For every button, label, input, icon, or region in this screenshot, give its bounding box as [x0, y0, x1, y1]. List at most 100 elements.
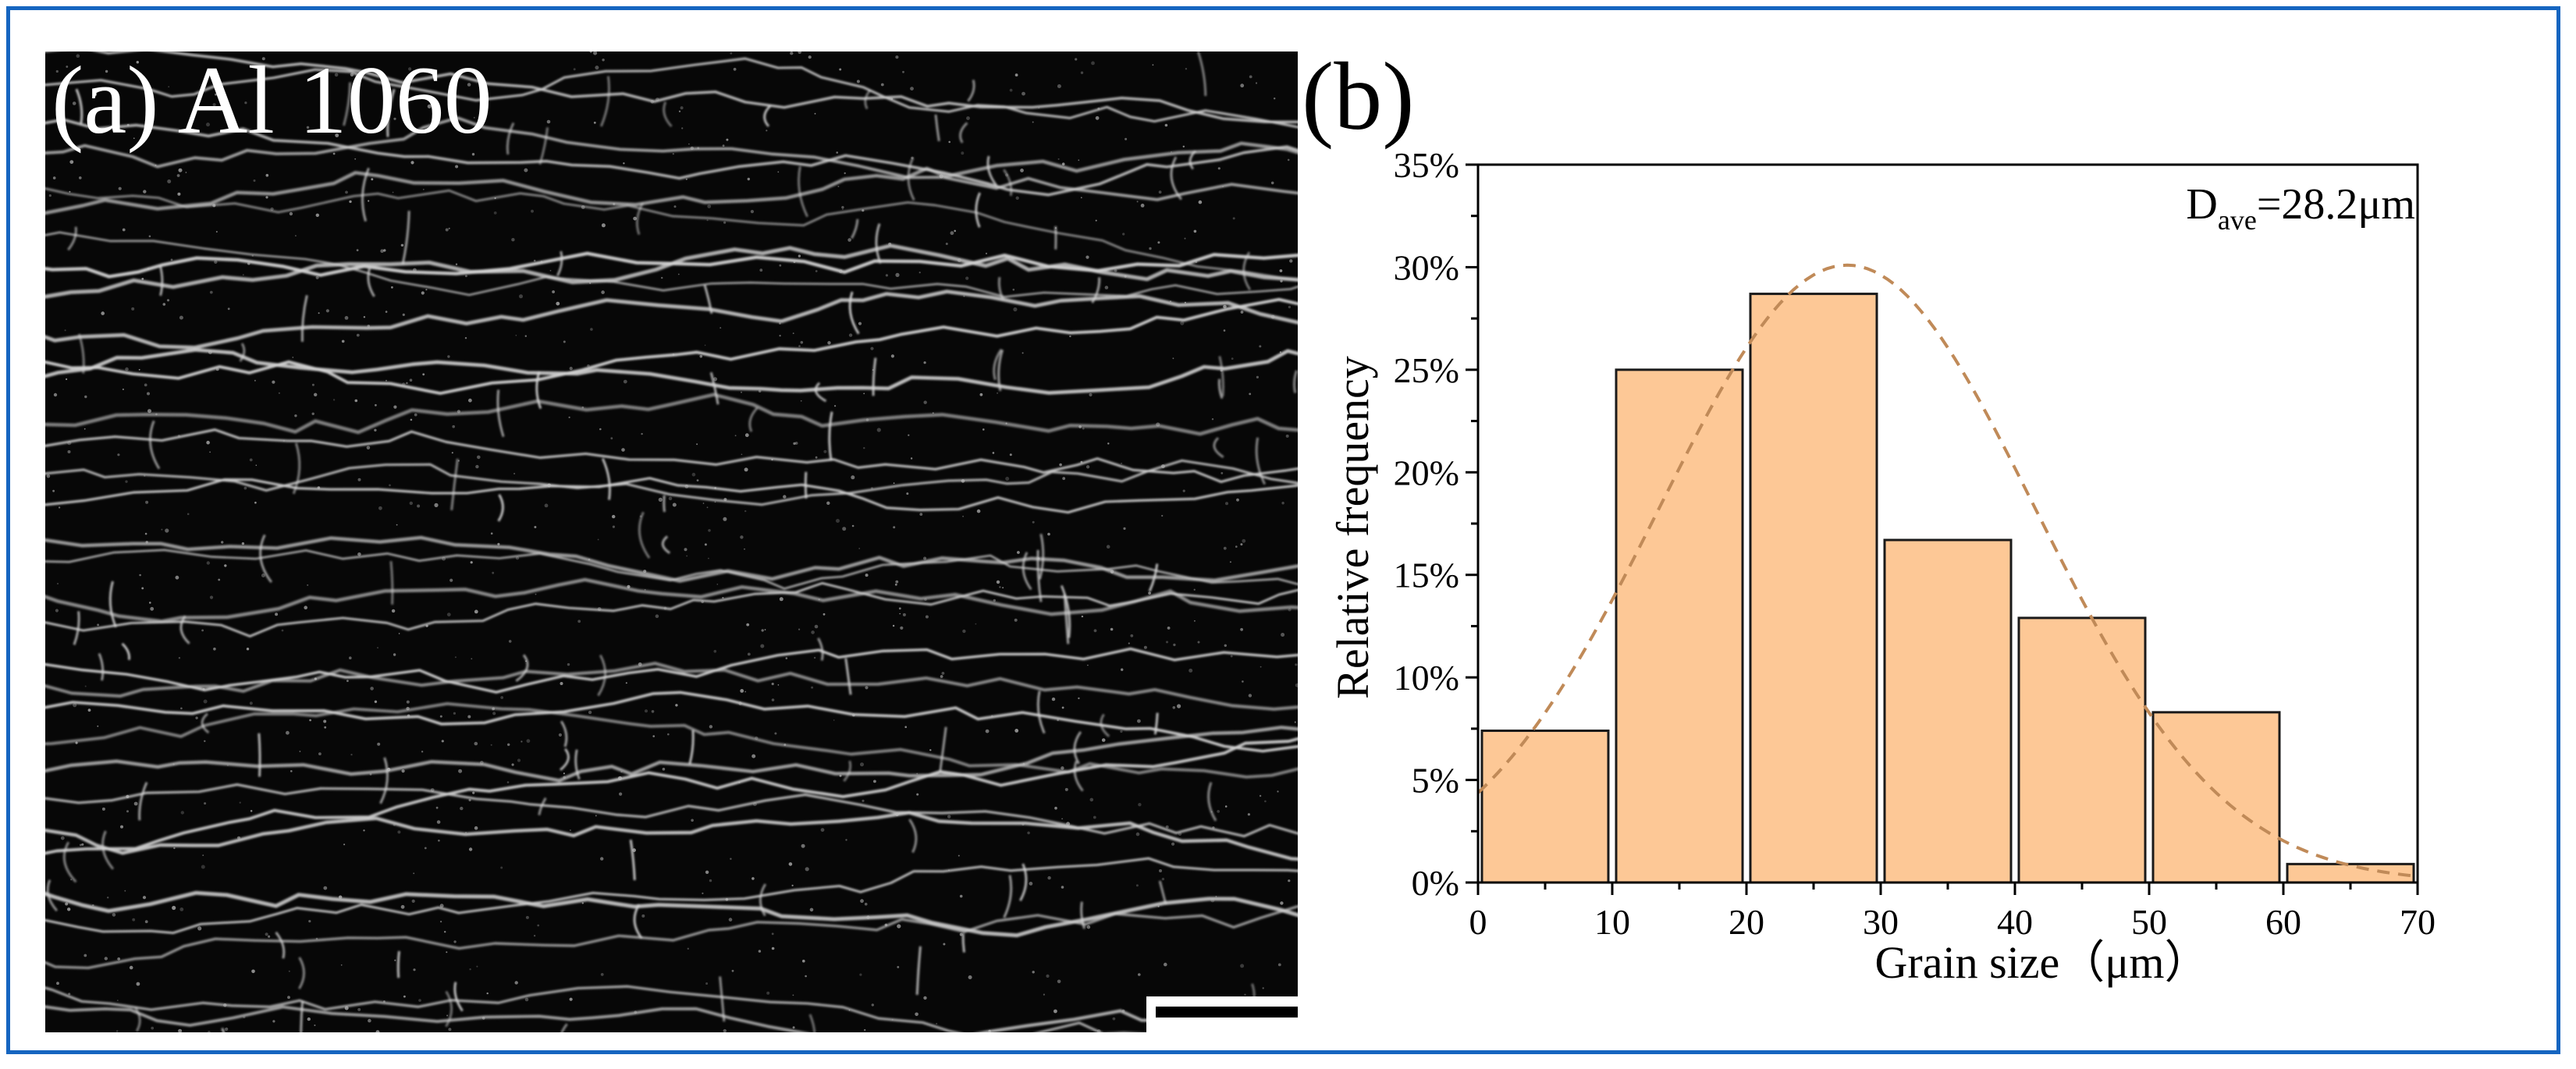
- speckle: [573, 68, 576, 71]
- speckle: [932, 412, 934, 414]
- speckle: [370, 687, 374, 691]
- speckle: [726, 138, 729, 141]
- speckle: [1123, 527, 1126, 531]
- speckle: [397, 830, 401, 834]
- speckle: [1069, 335, 1071, 338]
- speckle: [1279, 351, 1281, 353]
- grain-boundary: [45, 904, 1298, 970]
- speckle: [208, 350, 212, 354]
- speckle: [477, 455, 481, 460]
- speckle: [406, 706, 410, 711]
- speckle: [880, 83, 884, 87]
- speckle: [449, 578, 453, 582]
- speckle: [876, 428, 881, 432]
- speckle: [148, 235, 151, 238]
- speckle: [569, 367, 573, 371]
- speckle: [1161, 514, 1164, 517]
- grain-boundary-link: [1060, 584, 1071, 638]
- speckle: [1217, 167, 1220, 170]
- grain-boundary-link: [450, 458, 459, 511]
- speckle: [309, 719, 311, 722]
- grain-boundary-link: [993, 348, 1003, 381]
- speckle: [590, 328, 593, 331]
- speckle: [446, 1014, 449, 1017]
- grain-boundary-link: [1036, 549, 1043, 602]
- speckle: [696, 479, 699, 481]
- speckle: [1167, 627, 1171, 630]
- grain-boundary-link: [975, 192, 981, 228]
- x-tick-label: 10: [1594, 902, 1630, 942]
- average-size-annotation: Dave=28.2μm: [2186, 180, 2415, 236]
- grain-boundary-link: [1022, 552, 1032, 591]
- speckle: [385, 311, 388, 313]
- grain-boundary: [45, 187, 1298, 282]
- speckle: [126, 794, 130, 799]
- speckle: [958, 854, 960, 857]
- histogram-bar: [2017, 616, 2147, 884]
- speckle: [1230, 655, 1233, 658]
- speckle: [374, 700, 378, 703]
- tick-labels: 0 10 20 30 40 50 60 70 0% 5% 10% 15% 20% 25% 30% 35%: [1394, 145, 2436, 942]
- speckle: [334, 73, 339, 77]
- speckle: [55, 69, 59, 73]
- speckle: [820, 828, 825, 832]
- speckle: [208, 1030, 211, 1032]
- speckle: [1057, 84, 1061, 88]
- speckle: [143, 190, 147, 194]
- speckle: [1089, 392, 1093, 397]
- speckle: [668, 496, 673, 501]
- speckle: [145, 500, 149, 504]
- speckle: [652, 735, 655, 737]
- speckle: [865, 418, 869, 421]
- speckle: [307, 1017, 311, 1021]
- speckle: [367, 325, 371, 328]
- speckle: [1061, 706, 1064, 709]
- speckle: [1022, 352, 1024, 354]
- speckle: [847, 238, 851, 242]
- speckle: [221, 541, 224, 544]
- speckle: [1078, 697, 1080, 700]
- speckle: [117, 957, 121, 961]
- speckle: [430, 788, 435, 792]
- speckle: [434, 503, 439, 508]
- speckle: [895, 55, 899, 59]
- speckle: [723, 221, 727, 224]
- speckle: [83, 954, 87, 957]
- speckle: [588, 710, 592, 715]
- speckle: [836, 519, 840, 523]
- speckle: [1195, 261, 1198, 263]
- speckle: [1281, 633, 1285, 637]
- speckle: [661, 276, 663, 279]
- speckle: [963, 295, 965, 297]
- grain-boundary-link: [1213, 437, 1224, 459]
- speckle: [1220, 472, 1224, 474]
- speckle: [307, 584, 309, 586]
- speckle: [948, 869, 950, 872]
- speckle: [783, 495, 787, 499]
- speckle: [475, 464, 479, 469]
- speckle: [288, 970, 290, 972]
- speckle: [255, 464, 258, 467]
- speckle: [511, 238, 515, 242]
- speckle: [396, 524, 398, 526]
- histogram-bar: [2151, 711, 2281, 884]
- speckle: [744, 691, 747, 693]
- speckle: [923, 361, 926, 364]
- speckle: [1057, 979, 1061, 984]
- speckle: [213, 647, 216, 651]
- speckle: [115, 1030, 119, 1032]
- speckle: [593, 121, 596, 124]
- speckle: [180, 811, 184, 815]
- speckle: [165, 528, 169, 533]
- speckle: [1022, 762, 1025, 765]
- speckle: [954, 229, 956, 233]
- speckle: [259, 69, 261, 71]
- speckle: [371, 178, 374, 181]
- speckle: [225, 1027, 229, 1031]
- speckle: [1082, 427, 1085, 430]
- grain-boundary-link: [1255, 437, 1267, 485]
- scale-bar-label: 50 μm: [1146, 1026, 1298, 1032]
- speckle: [728, 918, 733, 922]
- speckle: [427, 104, 432, 108]
- grain-boundary-link: [108, 581, 117, 628]
